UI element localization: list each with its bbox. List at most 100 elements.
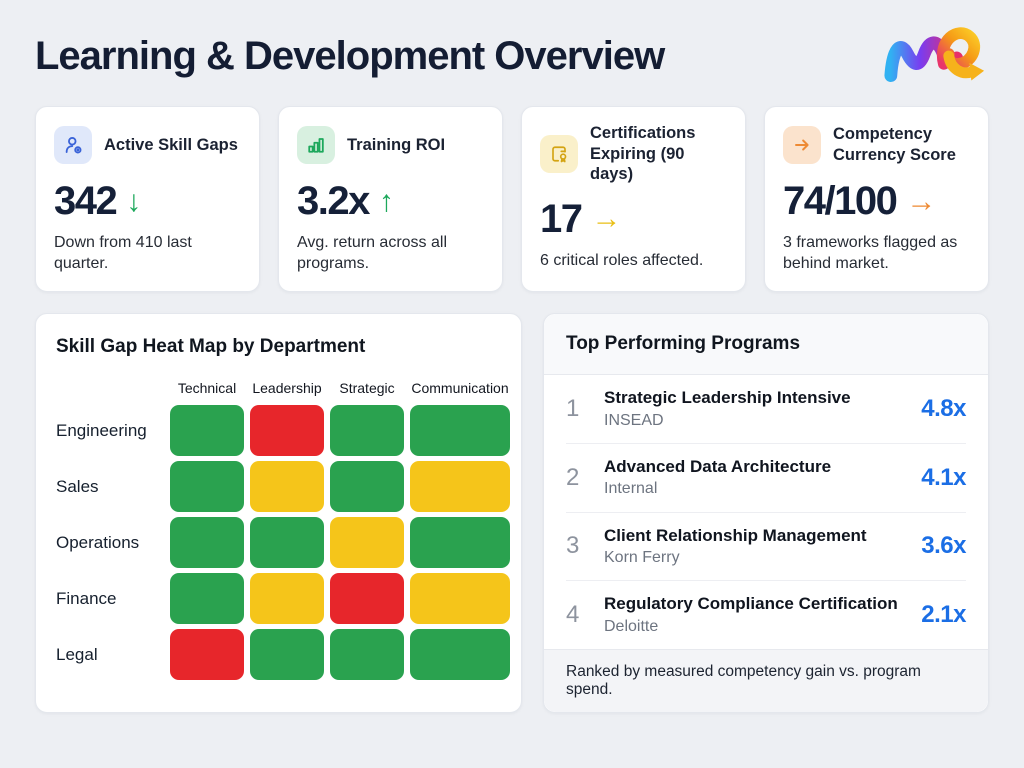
heatmap-cell-green [170, 405, 244, 456]
program-roi-value: 3.6x [921, 532, 966, 560]
kpi-label: Competency Currency Score [833, 125, 956, 164]
kpi-card-training-roi: Training ROI 3.2x ↑ Avg. return across a… [278, 106, 503, 292]
programs-header: Top Performing Programs [544, 314, 988, 375]
program-name: Client Relationship Management [604, 525, 867, 545]
kpi-value-row: 342 ↓ [54, 179, 241, 224]
kpi-note: Down from 410 last quarter. [54, 234, 192, 273]
kpi-value: 74/100 [783, 179, 898, 223]
programs-panel: Top Performing Programs 1 Strategic Lead… [543, 313, 989, 713]
heatmap-cell-green [330, 405, 404, 456]
kpi-label: Certifications Expiring (90 days) [590, 124, 696, 184]
program-row: 3 Client Relationship Management Korn Fe… [566, 513, 966, 582]
heatmap-title: Skill Gap Heat Map by Department [56, 336, 366, 357]
brand-logo [881, 18, 989, 92]
heatmap-cell-green [410, 405, 510, 456]
programs-list: 1 Strategic Leadership Intensive INSEAD … [544, 375, 988, 649]
kpi-card-header: Certifications Expiring (90 days) [540, 123, 727, 185]
heatmap-cell-green [170, 573, 244, 624]
programs-title: Top Performing Programs [566, 333, 801, 354]
heatmap-column-header: Communication [411, 380, 509, 396]
me-ribbon-logo-icon [884, 27, 985, 82]
program-row: 2 Advanced Data Architecture Internal 4.… [566, 444, 966, 513]
trend-down-icon: ↓ [126, 184, 142, 218]
heatmap-column-header: Strategic [339, 380, 395, 396]
program-info: Advanced Data Architecture Internal [604, 457, 831, 498]
kpi-value-row: 74/100 → [783, 179, 970, 224]
kpi-note: 3 frameworks flagged as behind market. [783, 234, 958, 273]
kpi-label: Active Skill Gaps [104, 135, 238, 154]
program-info: Client Relationship Management Korn Ferr… [604, 526, 867, 567]
heatmap-cell-yellow [410, 461, 510, 512]
panels-row: Skill Gap Heat Map by Department Technic… [35, 313, 989, 713]
heatmap-cell-yellow [250, 573, 324, 624]
heatmap-row-label: Legal [56, 644, 98, 664]
heatmap-row-label: Finance [56, 588, 117, 608]
trend-up-icon: ↑ [378, 184, 394, 218]
kpi-value: 3.2x [297, 179, 370, 223]
kpi-value: 342 [54, 179, 118, 223]
heatmap-cell-green [410, 517, 510, 568]
program-row: 4 Regulatory Compliance Certification De… [566, 581, 966, 649]
heatmap-row-label: Sales [56, 476, 99, 496]
page-title: Learning & Development Overview [35, 34, 665, 78]
kpi-card-header: Active Skill Gaps [54, 123, 241, 167]
heatmap-cell-green [170, 517, 244, 568]
heatmap-cell-yellow [250, 461, 324, 512]
kpi-card-competency-currency: Competency Currency Score 74/100 → 3 fra… [764, 106, 989, 292]
program-provider: INSEAD [604, 411, 664, 429]
heatmap-panel: Skill Gap Heat Map by Department Technic… [35, 313, 522, 713]
program-roi-value: 4.1x [921, 463, 966, 491]
arrow-right-icon [783, 126, 821, 164]
program-info: Regulatory Compliance Certification Delo… [604, 594, 898, 635]
heatmap-cell-green [250, 629, 324, 680]
program-info: Strategic Leadership Intensive INSEAD [604, 388, 851, 429]
kpi-value: 17 [540, 196, 583, 241]
user-gear-icon [54, 126, 92, 164]
programs-footnote: Ranked by measured competency gain vs. p… [544, 649, 988, 712]
kpi-row: Active Skill Gaps 342 ↓ Down from 410 la… [35, 106, 989, 292]
kpi-note: Avg. return across all programs. [297, 234, 447, 273]
kpi-value-row: 3.2x ↑ [297, 179, 484, 224]
heatmap-cell-yellow [330, 517, 404, 568]
bar-chart-icon [297, 126, 335, 164]
heatmap-grid: Technical Leadership Strategic Communicatio… [56, 380, 510, 680]
heatmap-cell-green [250, 517, 324, 568]
program-rank: 3 [566, 532, 580, 560]
trend-flat-icon: → [906, 184, 937, 218]
header: Learning & Development Overview [35, 0, 989, 82]
heatmap-cell-red [250, 405, 324, 456]
kpi-card-active-skill-gaps: Active Skill Gaps 342 ↓ Down from 410 la… [35, 106, 260, 292]
heatmap-row-label: Engineering [56, 420, 147, 440]
heatmap-row-label: Operations [56, 532, 140, 552]
kpi-value-row: 17 → [540, 197, 727, 242]
certificate-icon [540, 134, 578, 173]
kpi-card-header: Training ROI [297, 123, 484, 167]
program-roi-value: 4.8x [921, 394, 966, 422]
heatmap-cell-red [330, 573, 404, 624]
heatmap-cell-green [170, 461, 244, 512]
program-provider: Internal [604, 480, 658, 498]
heatmap-cell-red [170, 629, 244, 680]
program-name: Strategic Leadership Intensive [604, 388, 851, 408]
program-rank: 2 [566, 463, 580, 491]
heatmap-cell-green [410, 629, 510, 680]
program-name: Regulatory Compliance Certification [604, 594, 898, 614]
heatmap-cell-green [330, 461, 404, 512]
program-name: Advanced Data Architecture [604, 456, 832, 476]
program-roi-value: 2.1x [921, 601, 966, 629]
heatmap-cell-green [330, 629, 404, 680]
program-rank: 1 [566, 394, 580, 422]
heatmap-cell-yellow [410, 573, 510, 624]
kpi-card-header: Competency Currency Score [783, 123, 970, 167]
program-row: 1 Strategic Leadership Intensive INSEAD … [566, 375, 966, 444]
kpi-note: 6 critical roles affected. [540, 251, 704, 269]
kpi-card-certifications-expiring: Certifications Expiring (90 days) 17 → 6… [521, 106, 746, 292]
program-provider: Korn Ferry [604, 549, 680, 567]
heatmap-column-header: Technical [177, 380, 237, 396]
program-provider: Deloitte [604, 617, 659, 635]
heatmap-column-header: Leadership [252, 380, 322, 396]
program-rank: 4 [566, 601, 580, 629]
trend-flat-icon: → [591, 202, 622, 236]
kpi-label: Training ROI [347, 135, 446, 154]
